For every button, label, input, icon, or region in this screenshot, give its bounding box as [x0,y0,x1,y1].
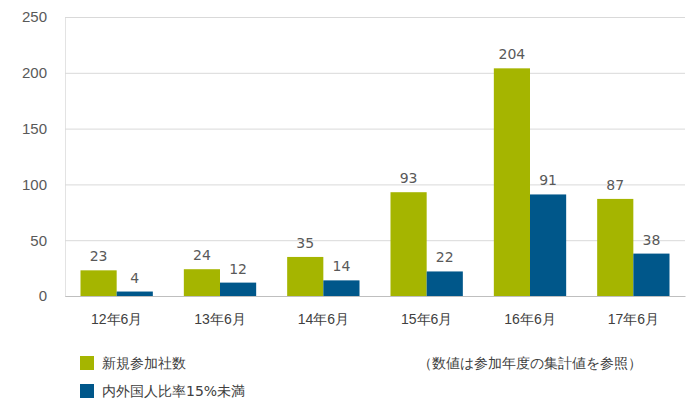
legend-swatch [80,356,94,370]
y-tick: 100 [22,176,685,193]
y-tick-label: 50 [30,232,47,249]
data-label: 91 [539,172,557,188]
plot: 0 50 100 150 200 250 12年6月 13年6月 14年6月 15年6月 16年6月… [22,8,686,327]
y-tick-label: 200 [22,64,47,81]
y-tick-label: 150 [22,120,47,137]
data-label: 204 [499,46,526,62]
y-tick: 50 [30,232,685,249]
x-axis-line [66,296,686,297]
x-axis: 12年6月 13年6月 14年6月 15年6月 16年6月 17年6月 [66,297,686,327]
x-tick-label: 16年6月 [504,311,555,327]
bar [184,269,220,296]
bar [530,194,566,296]
x-tick-label: 15年6月 [401,311,452,327]
x-tick: 17年6月 [608,311,659,327]
x-tick: 15年6月 [401,311,452,327]
data-label: 87 [606,177,624,193]
grid-line [65,184,685,185]
bar [427,271,463,296]
x-tick: 14年6月 [298,311,349,327]
y-tick-label: 0 [39,287,47,304]
chart: 0 50 100 150 200 250 12年6月 13年6月 14年6月 15年6月 16年6月… [0,0,700,418]
grid-line [65,240,685,241]
x-tick-label: 17年6月 [608,311,659,327]
bars [81,68,670,296]
data-label: 22 [436,249,454,265]
data-label: 93 [400,170,418,186]
y-axis-line [66,18,686,297]
x-tick-label: 12年6月 [91,311,142,327]
grid-line [65,296,685,297]
bar [81,270,117,296]
legend: 新規参加社数内外国人比率15%未満 [80,355,245,399]
data-label: 12 [229,261,247,277]
grid-line [65,17,685,18]
annotation: （数値は参加年度の集計値を参照） [418,355,642,371]
legend-label: 新規参加社数 [102,355,186,371]
bar [220,283,256,296]
y-tick: 150 [22,120,685,137]
x-tick-label: 14年6月 [298,311,349,327]
grid-line [65,129,685,130]
y-tick-label: 250 [22,8,47,25]
data-label: 24 [193,247,211,263]
y-tick: 250 [22,8,685,25]
x-tick: 16年6月 [504,311,555,327]
bar [597,199,633,296]
y-axis: 0 50 100 150 200 250 [22,8,685,304]
bar [287,257,323,296]
data-label: 38 [643,232,661,248]
grid-line [65,73,685,74]
bar [323,280,359,296]
legend-swatch [80,384,94,398]
bar [391,192,427,296]
x-tick-label: 13年6月 [194,311,245,327]
y-tick-label: 100 [22,176,47,193]
bar [494,68,530,296]
data-label: 4 [130,270,139,286]
data-labels: 23 24 35 93 204 87 4 12 14 22 91 38 [90,46,661,285]
data-label: 23 [90,248,108,264]
bar [633,254,669,296]
data-label: 35 [296,235,314,251]
legend-label: 内外国人比率15%未満 [102,383,245,399]
y-tick: 200 [22,64,685,81]
y-tick: 0 [39,287,685,304]
x-tick: 12年6月 [91,311,142,327]
bar [117,292,153,296]
data-label: 14 [333,258,351,274]
x-tick: 13年6月 [194,311,245,327]
